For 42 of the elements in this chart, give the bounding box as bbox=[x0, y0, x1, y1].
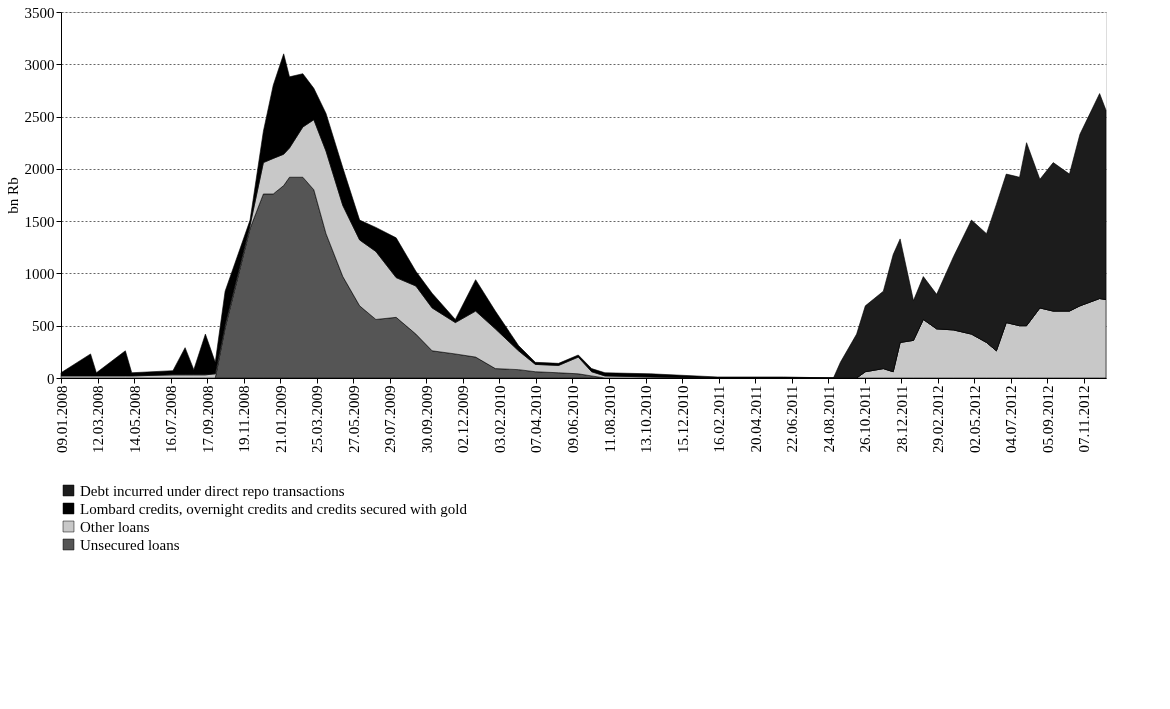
y-tick-label: 1500 bbox=[24, 213, 55, 230]
y-tick-label: 3000 bbox=[24, 56, 55, 73]
y-tick-label: 3500 bbox=[24, 4, 55, 21]
x-tick-label: 22.06.2011 bbox=[784, 385, 801, 453]
x-tick-label: 11.08.2010 bbox=[601, 385, 618, 453]
x-tick-label: 15.12.2010 bbox=[674, 385, 691, 453]
x-tick-label: 04.07.2012 bbox=[1003, 385, 1020, 453]
x-tick-label: 13.10.2010 bbox=[638, 385, 655, 453]
x-tick-label: 02.12.2009 bbox=[455, 385, 472, 453]
x-tick-label: 16.07.2008 bbox=[163, 385, 180, 453]
x-tick-label: 09.06.2010 bbox=[564, 385, 581, 453]
x-tick-label: 17.09.2008 bbox=[199, 385, 216, 453]
x-tick-label: 09.01.2008 bbox=[53, 385, 70, 453]
x-tick-label: 21.01.2009 bbox=[272, 385, 289, 453]
x-tick-label: 14.05.2008 bbox=[126, 385, 143, 453]
legend-label: Debt incurred under direct repo transactions bbox=[80, 482, 345, 499]
x-tick-label: 29.02.2012 bbox=[930, 385, 947, 453]
x-tick-label: 30.09.2009 bbox=[418, 385, 435, 453]
y-tick-label: 2500 bbox=[24, 109, 55, 126]
legend-label: Lombard credits, overnight credits and credits secured with gold bbox=[80, 500, 468, 517]
y-tick-label: 1000 bbox=[24, 265, 55, 282]
y-tick-label: 0 bbox=[47, 370, 55, 387]
x-tick-label: 25.03.2009 bbox=[309, 385, 326, 453]
x-tick-label: 29.07.2009 bbox=[382, 385, 399, 453]
x-tick-label: 26.10.2011 bbox=[857, 385, 874, 453]
legend-label: Unsecured loans bbox=[80, 536, 180, 553]
x-tick-label: 20.04.2011 bbox=[747, 385, 764, 453]
x-tick-label: 03.02.2010 bbox=[491, 385, 508, 453]
x-tick-label: 28.12.2011 bbox=[893, 385, 910, 453]
y-tick-label: 500 bbox=[32, 318, 55, 335]
x-tick-label: 02.05.2012 bbox=[966, 385, 983, 453]
legend-label: Other loans bbox=[80, 518, 150, 535]
x-tick-label: 05.09.2012 bbox=[1039, 385, 1056, 453]
x-tick-label: 07.04.2010 bbox=[528, 385, 545, 453]
x-tick-label: 07.11.2012 bbox=[1076, 385, 1093, 453]
x-tick-label: 19.11.2008 bbox=[236, 385, 253, 453]
x-tick-label: 16.02.2011 bbox=[711, 385, 728, 453]
y-tick-label: 2000 bbox=[24, 161, 55, 178]
y-axis-title: bn Rb bbox=[4, 177, 21, 214]
x-tick-label: 12.03.2008 bbox=[90, 385, 107, 453]
x-tick-label: 27.05.2009 bbox=[345, 385, 362, 453]
x-tick-label: 24.08.2011 bbox=[820, 385, 837, 453]
